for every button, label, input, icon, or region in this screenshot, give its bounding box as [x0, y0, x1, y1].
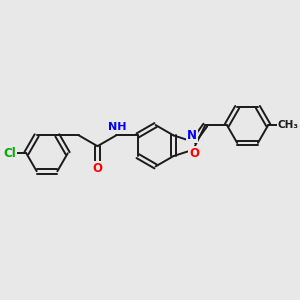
Text: CH₃: CH₃ — [278, 120, 298, 130]
Text: O: O — [92, 162, 103, 175]
Text: O: O — [189, 147, 199, 160]
Text: Cl: Cl — [3, 147, 16, 160]
Text: NH: NH — [108, 122, 127, 132]
Text: N: N — [188, 129, 197, 142]
